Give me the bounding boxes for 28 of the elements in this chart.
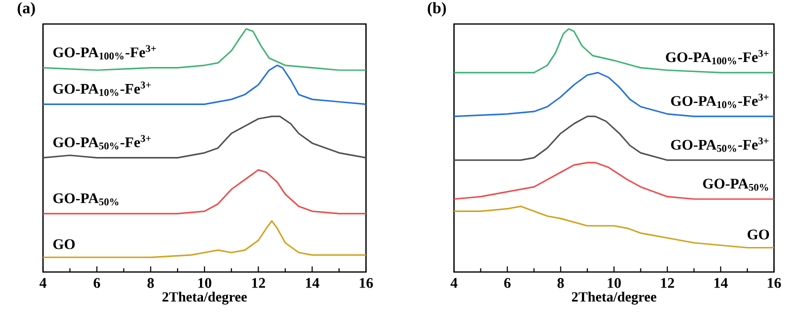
x-tick-label: 16 [768,278,781,288]
x-tick-label: 6 [94,278,100,288]
x-tick-label: 10 [198,278,212,288]
x-tick-label: 10 [608,278,621,288]
series-label: GO-PA$_{10%}$-Fe$^{3+}$ [671,94,769,108]
series-label: GO [53,239,75,250]
series-label: GO [748,230,770,240]
series-label: GO-PA$_{50%}$ [53,193,118,206]
series-label: GO-PA$_{50%}$ [703,178,768,191]
x-tick-label: 4 [450,278,458,288]
series-label: GO-PA$_{10%}$-Fe$^{3+}$ [53,82,151,96]
series-label: GO-PA$_{100%}$-Fe$^{3+}$ [666,50,769,64]
chart-title: (b) [428,2,446,17]
series-label: GO-PA$_{50%}$-Fe$^{3+}$ [671,137,769,152]
chart-title: (a) [18,2,35,17]
x-tick-label: 12 [252,278,266,288]
x-axis-title: 2Theta/degree [572,292,656,305]
series-label: GO-PA$_{50%}$-Fe$^{3+}$ [53,135,151,150]
x-tick-label: 14 [714,278,728,288]
x-tick-label: 16 [360,278,373,288]
x-tick-label: 8 [557,278,564,288]
x-tick-label: 8 [147,278,154,288]
x-tick-label: 4 [40,278,46,288]
x-tick-label: 6 [504,278,511,288]
x-tick-label: 14 [306,278,320,288]
series-label: GO-PA$_{100%}$-Fe$^{3+}$ [53,45,156,60]
x-axis-title: 2Theta/degree [162,292,247,305]
x-tick-label: 12 [661,278,674,288]
